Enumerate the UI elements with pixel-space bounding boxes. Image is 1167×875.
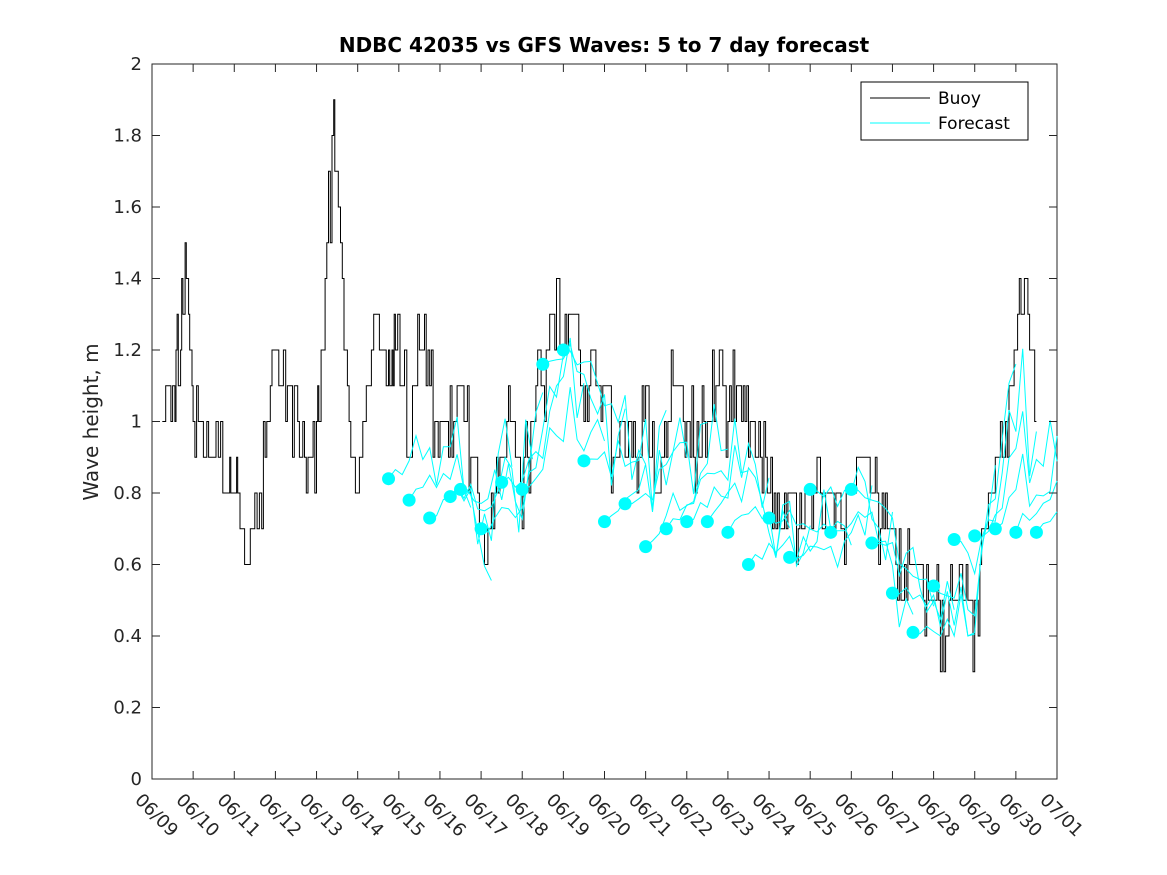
y-tick-label: 0.8 [113, 483, 142, 504]
forecast-marker [803, 482, 817, 496]
forecast-marker [844, 482, 858, 496]
forecast-run-line [933, 363, 1017, 617]
forecast-marker [382, 472, 396, 486]
forecast-marker [1009, 525, 1023, 539]
forecast-run-line [522, 387, 605, 490]
y-tick-label: 1.4 [113, 269, 142, 290]
forecast-marker [536, 357, 550, 371]
forecast-marker [474, 522, 488, 536]
forecast-marker [598, 515, 611, 529]
plot-area [151, 63, 1058, 780]
forecast-run-line [871, 541, 955, 621]
y-tick-label: 0 [131, 769, 142, 790]
legend-buoy-label: Buoy [938, 89, 981, 109]
y-tick-label: 1.2 [113, 340, 142, 361]
forecast-run-line [892, 586, 975, 637]
legend: Buoy Forecast [860, 81, 1029, 141]
y-tick-label: 2 [131, 54, 142, 75]
forecast-marker [741, 558, 755, 571]
forecast-marker [865, 536, 879, 550]
forecast-run-line [665, 418, 749, 530]
forecast-marker [443, 490, 457, 504]
forecast-run-line [974, 411, 1058, 538]
forecast-marker [927, 579, 941, 593]
forecast-marker [495, 475, 509, 489]
forecast-run-line [768, 509, 852, 546]
y-axis: 0 0.2 0.4 0.6 0.8 1 1.2 1.4 1.6 1.8 2 [113, 54, 1057, 790]
forecast-marker [721, 525, 735, 539]
forecast-run-line [542, 342, 626, 486]
y-tick-label: 0.2 [113, 698, 142, 719]
forecast-run-line [625, 421, 708, 505]
forecast-run-line [480, 354, 564, 533]
forecast-run-line [1015, 480, 1058, 533]
forecast-marker [423, 511, 437, 525]
forecast-marker [454, 482, 468, 496]
forecast-marker [700, 515, 714, 529]
forecast-run-line [388, 416, 472, 508]
y-tick-label: 0.4 [113, 626, 142, 647]
y-tick-label: 1.6 [113, 197, 142, 218]
forecast-marker [556, 343, 570, 357]
forecast-marker [577, 454, 591, 468]
forecast-marker [402, 493, 416, 507]
forecast-marker [968, 529, 982, 543]
forecast-marker [762, 511, 776, 525]
y-tick-label: 0.6 [113, 555, 142, 576]
forecast-run-line [449, 419, 533, 533]
forecast-marker [639, 540, 653, 554]
forecast-marker [1029, 525, 1043, 539]
forecast-run-line [748, 489, 832, 565]
forecast-run-line [501, 337, 585, 488]
legend-box [860, 81, 1029, 141]
buoy-series-line [162, 99, 1037, 673]
forecast-marker [988, 522, 1002, 536]
forecast-run-line [460, 392, 544, 521]
forecast-run-line [563, 349, 647, 480]
forecast-marker [947, 532, 961, 546]
chart-title: NDBC 42035 vs GFS Waves: 5 to 7 day fore… [339, 33, 870, 57]
forecast-run-line [994, 435, 1058, 530]
forecast-marker [680, 515, 694, 529]
forecast-run-line [954, 348, 1037, 576]
forecast-marker [515, 482, 529, 496]
forecast-marker [885, 586, 899, 600]
forecast-run-line [429, 418, 513, 545]
forecast-run-line [706, 466, 791, 558]
forecast-marker [906, 625, 920, 639]
y-axis-label: Wave height, m [79, 343, 103, 500]
forecast-run-line [686, 441, 770, 523]
forecast-run-line [912, 465, 996, 638]
forecast-run-line [851, 488, 935, 607]
forecast-marker [824, 525, 838, 539]
y-tick-label: 1 [131, 412, 142, 433]
forecast-run-line [789, 485, 873, 569]
forecast-marker [659, 522, 673, 536]
forecast-marker [618, 497, 632, 511]
forecast-marker [783, 550, 797, 564]
y-tick-label: 1.8 [113, 126, 142, 147]
forecast-run-line [830, 511, 914, 628]
legend-forecast-label: Forecast [938, 114, 1010, 134]
